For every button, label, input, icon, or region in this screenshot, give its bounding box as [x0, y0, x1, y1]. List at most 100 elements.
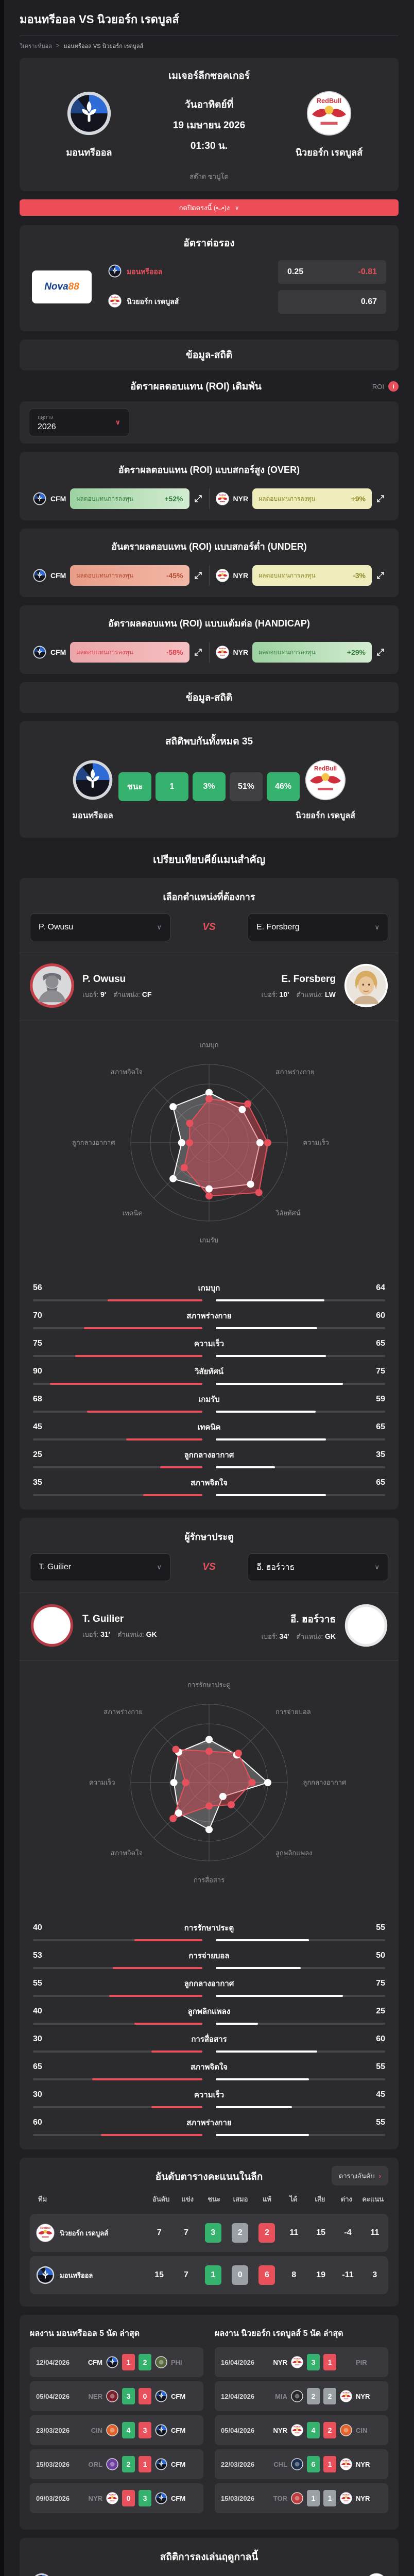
stat-bar-home	[33, 2023, 202, 2025]
stat-label: การจ่ายบอล	[188, 1952, 230, 1960]
table-row[interactable]: RedBull นิวยอร์ก เรดบูลส์ 7 7 3 2 2 11 15…	[30, 2214, 388, 2252]
expand-icon[interactable]	[194, 571, 203, 580]
table-column-header: คะแนน	[362, 2195, 384, 2203]
h2h-cell: 3%	[193, 772, 226, 801]
match-team1-abbr: NYR	[88, 2494, 102, 2502]
stat-label: เทคนิค	[197, 1423, 221, 1432]
expand-icon[interactable]	[376, 648, 385, 657]
home-team-logo	[31, 2573, 53, 2576]
roi-away-half: RedBull NYR ผลตอบแทนการลงทุน +29%	[212, 642, 390, 663]
player-name: T. Guilier	[82, 1614, 124, 1624]
match-team1-abbr: CFM	[88, 2358, 102, 2366]
stat-bar-away	[216, 2050, 385, 2053]
svg-text:ความเร็ว: ความเร็ว	[303, 1138, 329, 1146]
match-date: 15/03/2026	[36, 2460, 70, 2468]
gk-card-title: ผู้รักษาประตู	[184, 1532, 234, 1542]
table-column-header: ได้	[289, 2195, 298, 2203]
table-row[interactable]: มอนทรีออล 15 7 1 0 6 8 19 -11 3	[30, 2256, 388, 2294]
expand-icon[interactable]	[194, 648, 203, 657]
svg-text:ลูกกลางอากาศ: ลูกกลางอากาศ	[72, 1139, 116, 1147]
gk-right-select[interactable]: อี. ฮอร์วาธ ∨	[248, 1553, 388, 1581]
stat-right-value: 60	[376, 2035, 385, 2043]
roi-home-half: CFM ผลตอบแทนการลงทุน +52%	[29, 488, 207, 509]
close-banner-button[interactable]: กดปิดตรงนี้ (•ᴗ•)ง ∨	[20, 199, 399, 216]
expand-icon[interactable]	[376, 494, 385, 503]
roi-home-pill: ผลตอบแทนการลงทุน +52%	[70, 488, 189, 509]
match-score2: 1	[323, 2456, 336, 2472]
nyr-logo-icon: RedBull	[305, 759, 346, 801]
svg-text:เกมรับ: เกมรับ	[200, 1236, 218, 1244]
cfm-logo-icon	[67, 91, 111, 135]
keyman-stats-list: 56 เกมบุก 64 70 สภาพร่างกาย 60 75	[20, 1272, 399, 1496]
cin-logo-icon	[340, 2424, 352, 2436]
league-table-card: อันดับตารางคะแนนในลีก ตารางอันดับ › ทีม อ…	[20, 2158, 399, 2307]
match-result-row[interactable]: 23/03/2026 CIN 4 3 CFM	[30, 2415, 203, 2445]
keyman-card: เลือกตำแหน่งที่ต้องการ P. Owusu ∨ VS E. …	[20, 878, 399, 1510]
table-column-header: อันดับ	[152, 2195, 170, 2203]
bookmaker-logo[interactable]: Nova 88	[32, 270, 92, 303]
match-result-row[interactable]: 15/03/2026 TOR 1 1 RedBull NYR	[215, 2483, 388, 2513]
roi-main-title: อัตราผลตอบแทน (ROI) เดิมพัน	[130, 381, 262, 392]
h2h-away-name: นิวยอร์ก เรดบูลส์	[296, 811, 355, 820]
info-icon[interactable]: i	[388, 381, 399, 392]
roi-card: อัตราผลตอบแทน (ROI) แบบแต้มต่อ (HANDICAP…	[20, 605, 399, 674]
match-result-row[interactable]: 05/04/2026 NER 3 0 CFM	[30, 2381, 203, 2411]
match-date: 15/03/2026	[221, 2494, 255, 2502]
stat-label: สภาพจิตใจ	[191, 1479, 228, 1487]
keyman-right-player: E. Forsberg เบอร์: 10' ตำแหน่ง: LW	[261, 963, 388, 1010]
home-team-logo	[72, 759, 113, 803]
h2h-cell: 46%	[267, 772, 300, 801]
match-team2-abbr: CFM	[171, 2392, 186, 2400]
match-result-row[interactable]: 16/04/2026 NYR RedBull 3 1 PIR	[215, 2347, 388, 2377]
match-result-row[interactable]: 09/03/2026 NYR RedBull 0 3 CFM	[30, 2483, 203, 2513]
breadcrumb-root[interactable]: วิเคราะห์บอล	[20, 43, 52, 49]
season-card: ฤดูกาล 2026 ∨	[20, 401, 399, 444]
cfm-logo-icon	[33, 569, 46, 582]
table-goal-diff: -4	[344, 2228, 352, 2237]
gk-left-select[interactable]: T. Guilier ∨	[30, 1553, 170, 1581]
stat-left-value: 60	[33, 2118, 42, 2127]
keyman-right-select[interactable]: E. Forsberg ∨	[248, 913, 388, 941]
odds-home-values[interactable]: 0.25 -0.81	[278, 260, 386, 284]
stat-label: การสื่อสาร	[191, 2035, 227, 2044]
home-team-block: มอนทรีออล	[32, 91, 146, 160]
rank-table-button[interactable]: ตารางอันดับ ›	[331, 2166, 388, 2185]
odds-away-values[interactable]: 0.67	[278, 290, 386, 314]
h2h-cell: ชนะ	[118, 772, 151, 801]
orl-logo-icon	[106, 2458, 118, 2470]
table-rank: 15	[154, 2270, 164, 2279]
breadcrumb-separator-icon: >	[56, 43, 60, 49]
recent-away-list: 16/04/2026 NYR RedBull 3 1 PIR 12/04/202…	[215, 2347, 388, 2513]
data-stats-title: ข้อมูล-สถิติ	[185, 350, 233, 361]
match-result-row[interactable]: 15/03/2026 ORL 2 1 CFM	[30, 2449, 203, 2479]
match-result-row[interactable]: 12/04/2026 CFM 1 2 PHI	[30, 2347, 203, 2377]
match-result-row[interactable]: 05/04/2026 NYR RedBull 4 2 CIN	[215, 2415, 388, 2445]
season-select[interactable]: ฤดูกาล 2026 ∨	[29, 409, 129, 436]
stat-bar-away	[216, 1494, 385, 1496]
stat-bar-home	[33, 1494, 202, 1496]
expand-icon[interactable]	[376, 571, 385, 580]
svg-text:RedBull: RedBull	[342, 2392, 349, 2394]
stat-bar-away	[216, 1438, 385, 1440]
stat-right-value: 55	[376, 2118, 385, 2127]
close-banner-label: กดปิดตรงนี้ (•ᴗ•)ง	[179, 204, 230, 212]
table-column-header: ทีม	[38, 2195, 47, 2203]
match-result-row[interactable]: 12/04/2026 MIA 2 2 RedBull NYR	[215, 2381, 388, 2411]
keyman-left-select[interactable]: P. Owusu ∨	[30, 913, 170, 941]
match-team2-abbr: PIR	[356, 2358, 367, 2366]
stat-row: 25 ลูกกลางอากาศ 35	[33, 1449, 385, 1468]
expand-icon[interactable]	[194, 494, 203, 503]
stat-bar-away	[216, 1411, 385, 1413]
stadium-name: สต๊าด ซาปูโต	[189, 173, 229, 180]
stat-bar-away	[216, 2134, 385, 2136]
head-to-head-card: สถิติพบกันทั้งหมด 35 มอนทรีออล ชนะ เสมอ …	[20, 721, 399, 838]
stat-row: 30 ความเร็ว 45	[33, 2089, 385, 2108]
league-table-header: ทีม อันดับ แข่ง ชนะ เสมอ แพ้ ได้ เสีย ต่าง คะแนน	[30, 2194, 388, 2210]
roi-home-pill: ผลตอบแทนการลงทุน -45%	[70, 565, 189, 586]
stat-bar-home	[33, 1438, 202, 1440]
h2h-home-block: มอนทรีออล	[30, 759, 156, 822]
match-result-row[interactable]: 22/03/2026 CHL 6 1 RedBull NYR	[215, 2449, 388, 2479]
gk-stats-list: 40 การรักษาประตู 55 53 การจ่ายบอล 50 55	[20, 1911, 399, 2136]
svg-text:ความเร็ว: ความเร็ว	[89, 1777, 115, 1786]
keyman-left-player: P. Owusu เบอร์: 9' ตำแหน่ง: CF	[30, 963, 151, 1010]
